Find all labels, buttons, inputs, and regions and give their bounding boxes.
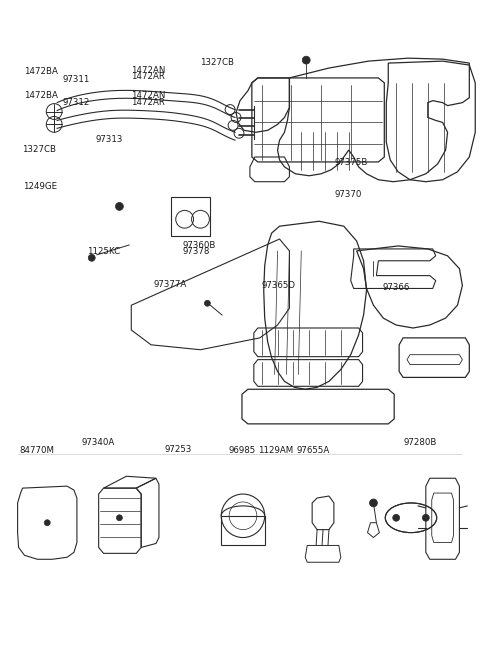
Text: 97313: 97313 bbox=[96, 135, 123, 144]
Circle shape bbox=[117, 515, 122, 521]
Text: 1327CB: 1327CB bbox=[200, 58, 234, 67]
Text: 97375B: 97375B bbox=[335, 158, 368, 167]
Circle shape bbox=[44, 520, 50, 526]
Text: 97365D: 97365D bbox=[261, 281, 295, 290]
Circle shape bbox=[370, 499, 377, 507]
Text: 1472BA: 1472BA bbox=[24, 67, 58, 76]
Text: 97655A: 97655A bbox=[297, 446, 330, 455]
Text: 97253: 97253 bbox=[164, 445, 192, 454]
Text: 1472AN: 1472AN bbox=[131, 66, 165, 75]
Text: 1129AM: 1129AM bbox=[258, 446, 293, 455]
Text: 96985: 96985 bbox=[228, 446, 255, 455]
Text: 97360B: 97360B bbox=[182, 241, 216, 250]
Text: 1472AN: 1472AN bbox=[131, 91, 165, 100]
Text: 97370: 97370 bbox=[335, 191, 362, 199]
Text: 97378: 97378 bbox=[182, 247, 209, 256]
Text: 84770M: 84770M bbox=[19, 446, 54, 455]
Circle shape bbox=[422, 514, 429, 521]
Circle shape bbox=[116, 202, 123, 210]
Circle shape bbox=[204, 301, 210, 307]
Text: 97340A: 97340A bbox=[81, 438, 114, 447]
Text: 97377A: 97377A bbox=[154, 280, 187, 289]
Text: 97312: 97312 bbox=[62, 98, 89, 107]
Text: 1125KC: 1125KC bbox=[87, 247, 120, 256]
Text: 1327CB: 1327CB bbox=[22, 145, 56, 154]
Text: 1472BA: 1472BA bbox=[24, 91, 58, 100]
Text: 1472AR: 1472AR bbox=[131, 98, 165, 107]
Text: 97366: 97366 bbox=[383, 283, 410, 292]
Text: 97311: 97311 bbox=[62, 75, 89, 84]
Text: 1472AR: 1472AR bbox=[131, 73, 165, 81]
Circle shape bbox=[393, 514, 400, 521]
Text: 1249GE: 1249GE bbox=[23, 182, 57, 191]
Circle shape bbox=[88, 254, 95, 261]
Circle shape bbox=[302, 56, 310, 64]
Text: 97280B: 97280B bbox=[404, 438, 437, 447]
